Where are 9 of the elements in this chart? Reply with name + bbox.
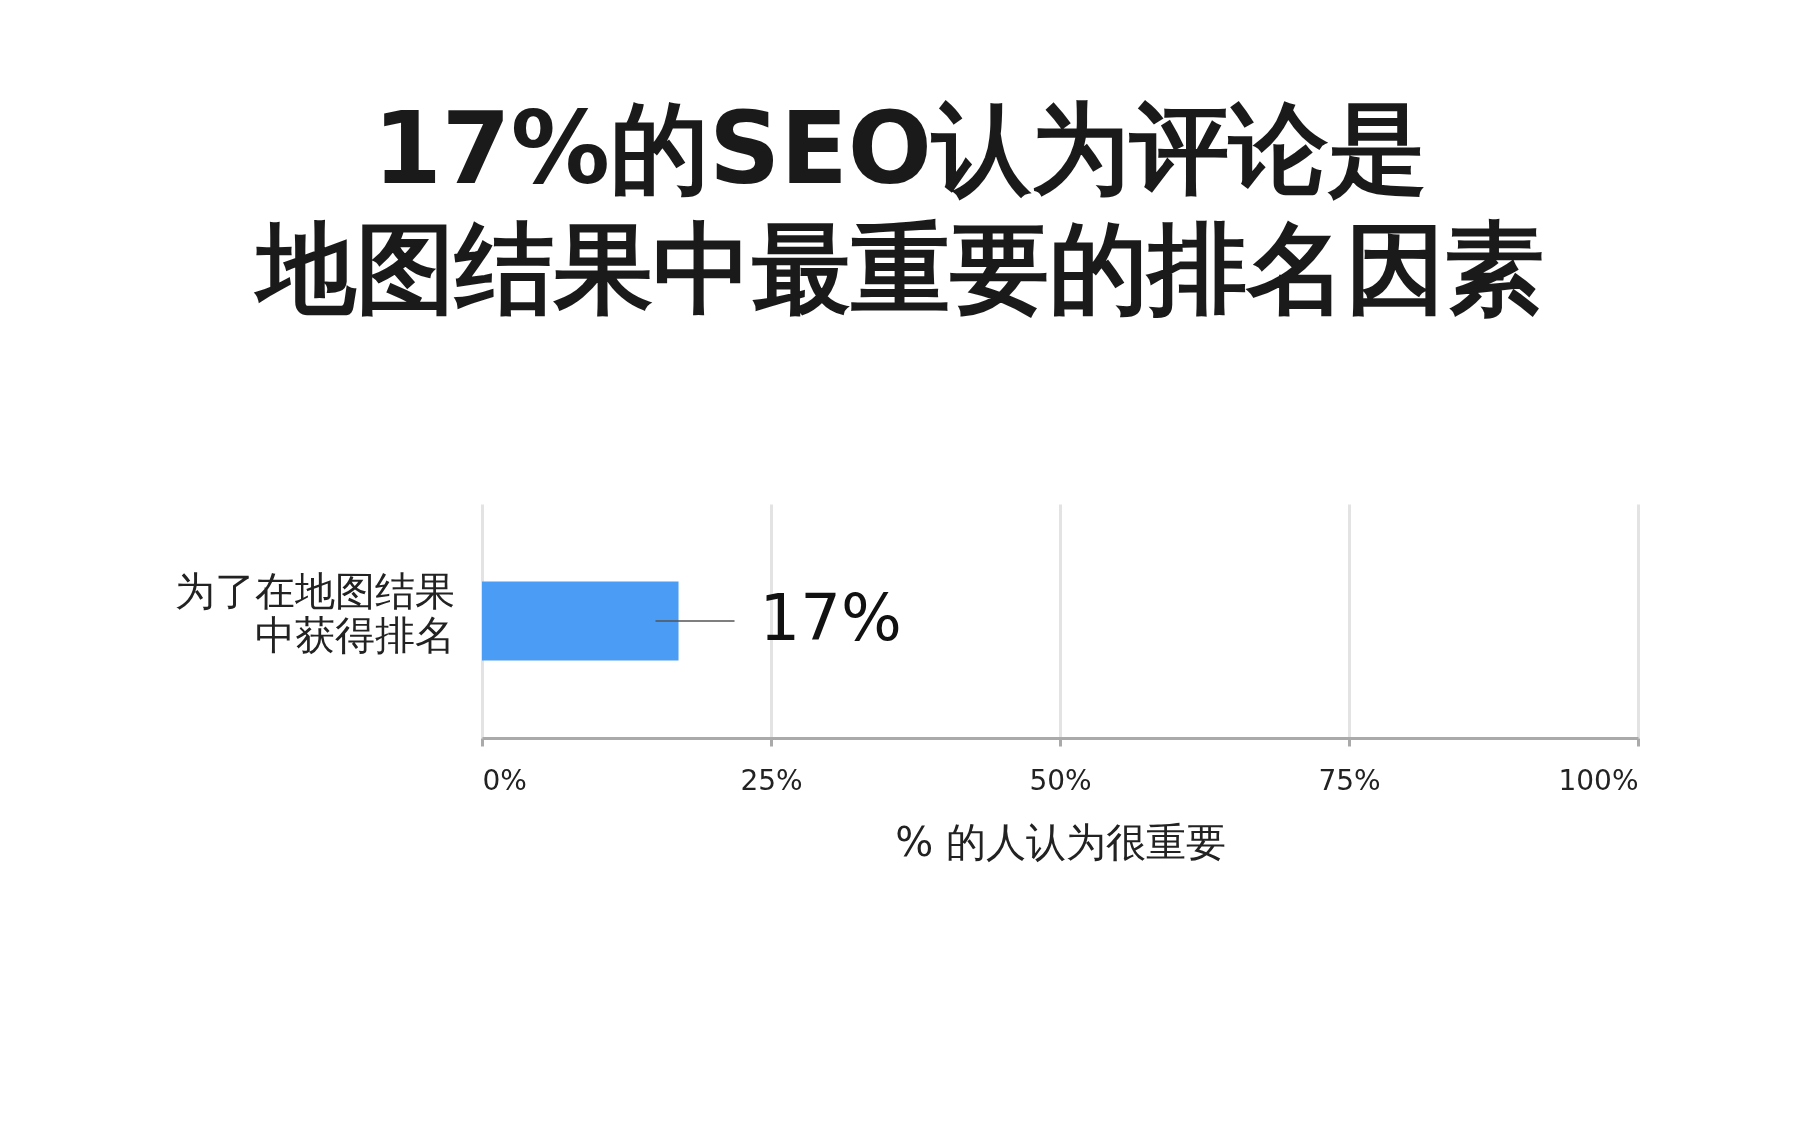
y-tick-label: 为了在地图结果中获得排名: [174, 568, 455, 658]
x-tick-label: 25%: [740, 763, 803, 797]
data-label: 17%: [759, 581, 902, 655]
x-tick-label: 0%: [482, 763, 527, 797]
chart-title: 17%的SEO认为评论是地图结果中最重要的排名因素: [252, 91, 1544, 326]
x-tick-label: 50%: [1029, 763, 1092, 797]
x-tick-label: 75%: [1318, 763, 1381, 797]
x-axis-title: % 的人认为很重要: [895, 818, 1226, 865]
x-tick-label: 100%: [1558, 763, 1639, 797]
